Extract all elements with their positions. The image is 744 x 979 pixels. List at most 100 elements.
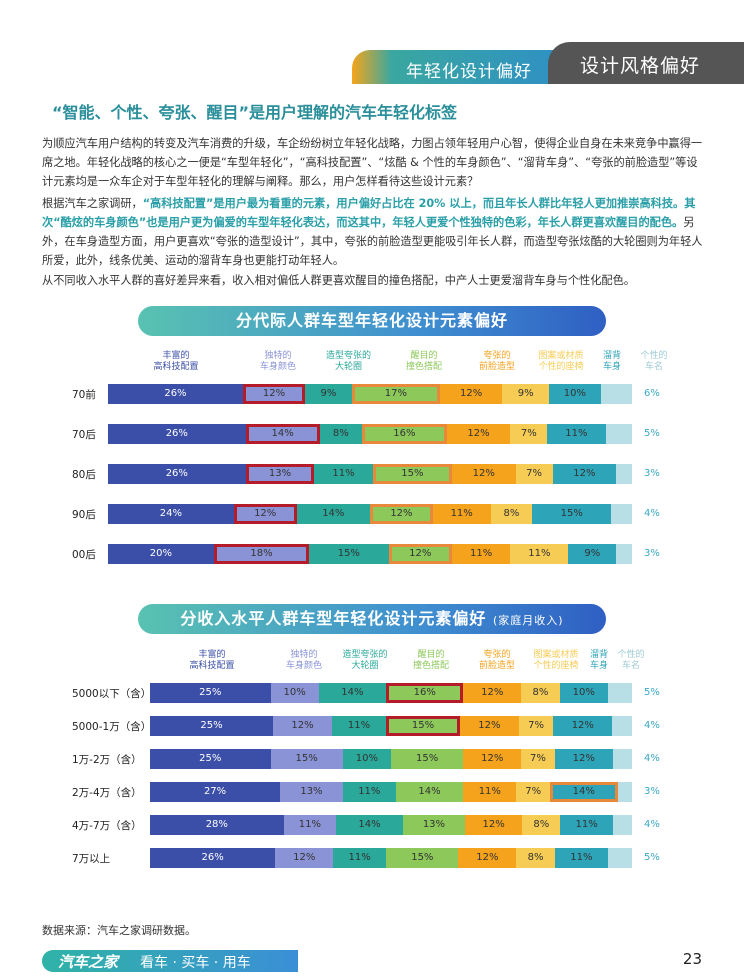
last-segment-value: 3% xyxy=(644,468,660,479)
row-label: 70前 xyxy=(72,389,96,401)
last-segment-value: 4% xyxy=(644,508,660,519)
bar-segment xyxy=(616,464,632,484)
bar-segment: 20% xyxy=(108,544,214,564)
legend-line1: 个性的 xyxy=(640,351,668,361)
stacked-bar: 25% 12% 11% 15% 12% 7% 12% xyxy=(150,716,632,736)
legend-line2: 个性的座椅 xyxy=(538,362,584,372)
bar-segment: 12% xyxy=(272,716,332,736)
stacked-bar: 27% 13% 11% 14% 11% 7% 14% xyxy=(150,782,632,802)
bar-segment xyxy=(607,848,632,868)
bar-segment: 12% xyxy=(452,464,516,484)
legend-line2: 车名 xyxy=(644,362,663,372)
legend-line2: 高科技配置 xyxy=(153,362,199,372)
legend-line1: 丰富的 xyxy=(162,351,190,361)
bar-segment: 25% xyxy=(150,749,271,769)
bar-segment: 14% xyxy=(296,504,370,524)
bar-segment: 12% xyxy=(464,815,523,835)
bar-segment: 15% xyxy=(309,544,389,564)
bar-segment: 12% xyxy=(242,384,306,404)
bar-segment: 15% xyxy=(270,749,343,769)
legend-line1: 醒目的 xyxy=(410,351,438,361)
chart2-title-text: 分收入水平人群车型年轻化设计元素偏好 xyxy=(180,609,487,628)
last-segment-value: 6% xyxy=(644,388,660,399)
legend-item: 个性的 车名 xyxy=(633,351,675,373)
bar-segment xyxy=(612,716,632,736)
bar-segment: 11% xyxy=(283,815,337,835)
bar-segment: 11% xyxy=(432,504,491,524)
legend-line2: 前脸造型 xyxy=(478,661,515,671)
data-source: 数据来源：汽车之家调研数据。 xyxy=(42,924,196,937)
bar-segment: 7% xyxy=(516,782,551,802)
page-title: “智能、个性、夸张、醒目”是用户理解的汽车年轻化标签 xyxy=(52,103,458,122)
legend-item: 造型夸张的 大轮圈 xyxy=(334,650,396,672)
bar-segment: 12% xyxy=(370,504,433,524)
legend-line1: 造型夸张的 xyxy=(342,650,388,660)
bar-segment: 7% xyxy=(515,464,553,484)
legend-line2: 车身颜色 xyxy=(285,661,322,671)
intro-paragraph: 为顺应汽车用户结构的转变及汽车消费的升级，车企纷纷树立年轻化战略，力图占领年轻用… xyxy=(42,137,703,188)
row-label: 70后 xyxy=(72,429,96,441)
legend-line2: 车名 xyxy=(621,661,640,671)
legend-item: 丰富的 高科技配置 xyxy=(108,351,244,373)
bar-segment: 15% xyxy=(386,848,459,868)
bar-segment: 12% xyxy=(233,504,297,524)
bar-segment: 15% xyxy=(372,464,453,484)
legend-item: 溜背 车身 xyxy=(584,650,614,672)
legend-line1: 独特的 xyxy=(290,650,318,660)
findings-lead: 根据汽车之家调研， xyxy=(42,197,143,210)
row-label: 5000-1万（含） xyxy=(72,721,152,733)
chart2-title: 分收入水平人群车型年轻化设计元素偏好 (家庭月收入) xyxy=(138,604,606,634)
last-segment-value: 5% xyxy=(644,852,660,863)
stacked-bar: 26% 12% 11% 15% 12% 8% 11% xyxy=(150,848,632,868)
bar-segment: 11% xyxy=(554,848,608,868)
bar-segment xyxy=(612,749,632,769)
bar-segment: 26% xyxy=(108,424,246,444)
findings-highlight: “高科技配置”是用户最为看重的元素，用户偏好占比在 20% 以上，而且年长人群比… xyxy=(42,197,696,229)
legend-line2: 撞色搭配 xyxy=(405,362,442,372)
last-segment-value: 3% xyxy=(644,786,660,797)
bar-segment: 12% xyxy=(275,848,334,868)
bar-segment: 11% xyxy=(547,424,606,444)
bar-segment: 13% xyxy=(245,464,315,484)
bar-segment: 11% xyxy=(452,544,511,564)
legend-line2: 前脸造型 xyxy=(478,362,515,372)
income-paragraph: 从不同收入水平人群的喜好差异来看，收入相对偏低人群更喜欢醒目的撞色搭配，中产人士… xyxy=(42,274,635,287)
bar-segment: 7% xyxy=(521,749,555,769)
bar-segment: 26% xyxy=(108,384,243,404)
bar-segment: 14% xyxy=(318,683,387,703)
legend-item: 图案或材质 个性的座椅 xyxy=(531,351,591,373)
findings-paragraph: 根据汽车之家调研，“高科技配置”是用户最为看重的元素，用户偏好占比在 20% 以… xyxy=(42,194,704,270)
bar-segment: 26% xyxy=(150,848,276,868)
bar-segment: 7% xyxy=(518,716,554,736)
row-label: 90后 xyxy=(72,509,96,521)
bar-segment: 8% xyxy=(516,848,555,868)
legend-line2: 高科技配置 xyxy=(189,661,235,671)
legend-item: 夸张的 前脸造型 xyxy=(466,650,528,672)
row-label: 5000以下（含） xyxy=(72,688,152,700)
bar-segment: 11% xyxy=(342,782,396,802)
legend-line2: 撞色搭配 xyxy=(412,661,449,671)
legend-line1: 夸张的 xyxy=(483,351,511,361)
legend-item: 夸张的 前脸造型 xyxy=(463,351,531,373)
bar-segment: 15% xyxy=(386,716,460,736)
bar-segment: 14% xyxy=(395,782,464,802)
bar-segment: 8% xyxy=(521,683,560,703)
last-segment-value: 4% xyxy=(644,753,660,764)
bar-segment: 12% xyxy=(553,716,613,736)
bar-segment xyxy=(612,815,632,835)
legend-item: 图案或材质 个性的座椅 xyxy=(528,650,584,672)
bar-segment: 11% xyxy=(314,464,373,484)
stacked-bar: 28% 11% 14% 13% 12% 8% 11% xyxy=(150,815,632,835)
bar-segment: 10% xyxy=(342,749,391,769)
bar-segment: 12% xyxy=(552,464,617,484)
chart1-title-text: 分代际人群车型年轻化设计元素偏好 xyxy=(235,311,508,330)
legend-item: 独特的 车身颜色 xyxy=(244,351,312,373)
bar-segment: 12% xyxy=(458,848,517,868)
legend-item: 溜背 车身 xyxy=(591,351,633,373)
row-label: 2万-4万（含） xyxy=(72,787,142,799)
last-segment-value: 4% xyxy=(644,720,660,731)
legend-item: 独特的 车身颜色 xyxy=(274,650,334,672)
stacked-bar: 24% 12% 14% 12% 11% 8% 15% xyxy=(108,504,632,524)
legend-line1: 夸张的 xyxy=(483,650,511,660)
bar-segment: 10% xyxy=(548,384,601,404)
